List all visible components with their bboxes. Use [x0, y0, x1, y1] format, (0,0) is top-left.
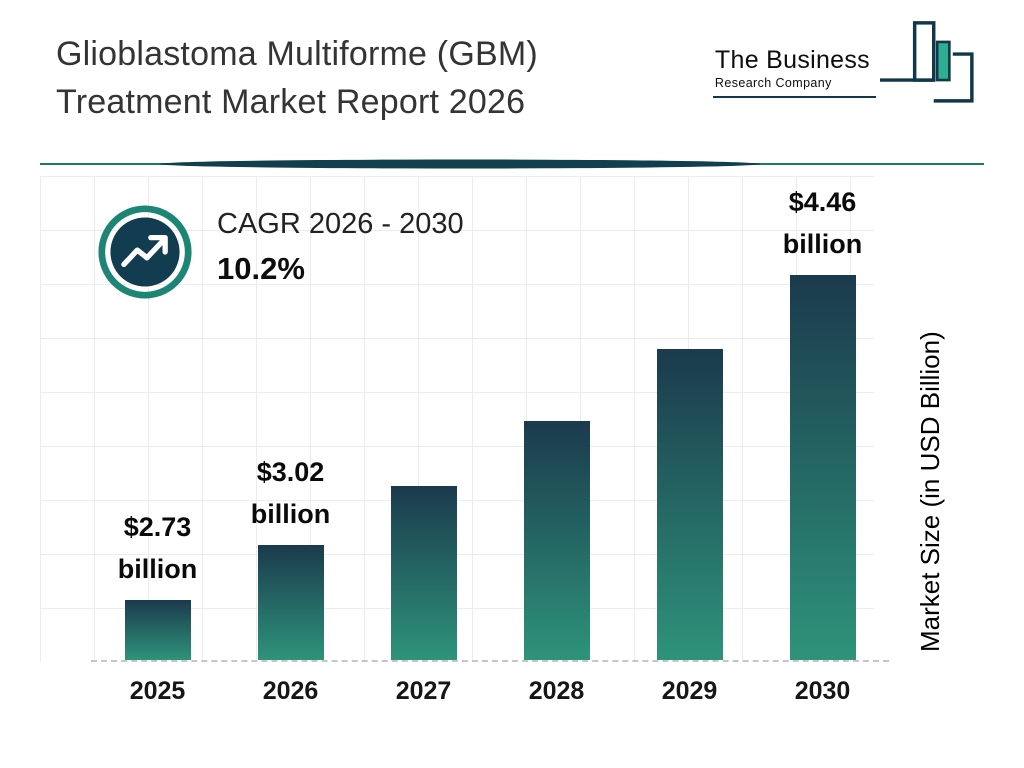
x-tick-label: 2030	[794, 677, 851, 705]
x-tick-label: 2025	[129, 677, 186, 705]
bar-column	[357, 182, 490, 660]
bar	[390, 486, 457, 660]
section-divider	[40, 159, 984, 169]
bar-column: $2.73 billion	[91, 182, 224, 660]
x-tick-label: 2027	[395, 677, 452, 705]
title-line-2: Treatment Market Report 2026	[56, 83, 526, 122]
cagr-label: CAGR 2026 - 2030	[217, 208, 464, 240]
bar	[257, 545, 324, 660]
x-tick-label: 2026	[262, 677, 319, 705]
logo-name: The Business	[714, 46, 870, 74]
bar	[789, 274, 856, 660]
plot-area: $2.73 billion $3.02 billion $4.46 billion	[91, 182, 889, 662]
bar-value-label: $2.73 billion	[117, 512, 198, 585]
bar-value-label: $4.46 billion	[782, 187, 863, 259]
bar-column: $4.46 billion	[756, 182, 889, 660]
header: Glioblastoma Multiforme (GBM) Treatment …	[56, 21, 984, 127]
logo-subname: Research Company	[714, 76, 832, 90]
logo-bar-chart-icon	[880, 21, 974, 103]
cagr-value: 10.2%	[217, 251, 305, 286]
bar-column: $3.02 billion	[224, 182, 357, 660]
company-logo: The Business Research Company	[712, 21, 984, 106]
x-tick-label: 2029	[661, 677, 718, 705]
x-tick-label: 2028	[528, 677, 585, 705]
bar-column	[490, 182, 623, 660]
cagr-badge: CAGR 2026 - 2030 10.2%	[97, 204, 464, 300]
bar	[523, 421, 590, 660]
bar-value-label: $3.02 billion	[250, 457, 331, 530]
page-title: Glioblastoma Multiforme (GBM) Treatment …	[56, 30, 538, 127]
trend-up-icon	[98, 205, 192, 299]
y-axis-label: Market Size (in USD Billion)	[915, 331, 945, 652]
bar-chart: CAGR 2026 - 2030 10.2% $2.73 billion $3.02…	[40, 176, 984, 768]
cagr-text: CAGR 2026 - 2030 10.2%	[217, 204, 464, 287]
bar	[124, 600, 191, 660]
title-line-1: Glioblastoma Multiforme (GBM)	[56, 35, 538, 73]
bar-column	[623, 182, 756, 660]
logo-text: The Business Research Company	[712, 44, 876, 98]
x-axis: 2025 2026 2027 2028 2029 2030	[91, 677, 889, 706]
bar	[656, 349, 723, 660]
